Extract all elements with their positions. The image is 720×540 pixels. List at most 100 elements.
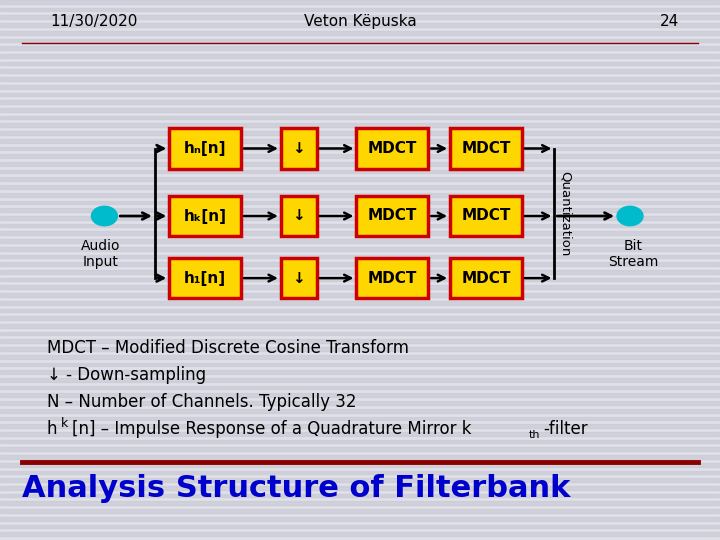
Bar xyxy=(0,247,720,251)
Bar xyxy=(0,92,720,96)
Bar xyxy=(0,370,720,374)
Text: ↓: ↓ xyxy=(292,271,305,286)
Bar xyxy=(0,62,720,65)
Bar xyxy=(0,293,720,297)
Bar xyxy=(0,324,720,328)
FancyBboxPatch shape xyxy=(281,195,317,237)
Text: MDCT: MDCT xyxy=(368,141,417,156)
Bar xyxy=(0,200,720,204)
FancyBboxPatch shape xyxy=(169,258,241,298)
Text: ↓ - Down-sampling: ↓ - Down-sampling xyxy=(47,366,206,384)
Bar xyxy=(0,347,720,351)
Text: MDCT: MDCT xyxy=(462,208,510,224)
Text: hₖ[n]: hₖ[n] xyxy=(184,208,227,224)
Text: 24: 24 xyxy=(660,14,679,29)
Bar xyxy=(0,178,720,181)
Text: Quantization: Quantization xyxy=(559,171,572,256)
Bar xyxy=(0,286,720,289)
Text: Audio
Input: Audio Input xyxy=(81,239,120,269)
Bar xyxy=(0,254,720,258)
Bar xyxy=(0,332,720,335)
Bar xyxy=(0,146,720,150)
Bar xyxy=(0,401,720,405)
Bar xyxy=(0,524,720,528)
FancyBboxPatch shape xyxy=(450,195,522,237)
Bar xyxy=(0,38,720,42)
Bar xyxy=(0,262,720,266)
Bar xyxy=(0,416,720,420)
Text: h₁[n]: h₁[n] xyxy=(184,271,226,286)
Bar xyxy=(0,502,720,505)
FancyBboxPatch shape xyxy=(169,128,241,168)
FancyBboxPatch shape xyxy=(281,128,317,168)
Bar xyxy=(0,8,720,11)
Bar xyxy=(0,440,720,443)
Circle shape xyxy=(617,206,643,226)
Bar xyxy=(0,532,720,536)
Bar xyxy=(0,77,720,81)
Bar xyxy=(0,340,720,343)
Bar xyxy=(0,362,720,366)
Bar xyxy=(0,386,720,389)
Text: MDCT: MDCT xyxy=(368,208,417,224)
FancyBboxPatch shape xyxy=(450,128,522,168)
Bar xyxy=(0,301,720,305)
Bar xyxy=(0,46,720,50)
Bar xyxy=(0,216,720,220)
FancyBboxPatch shape xyxy=(356,258,428,298)
Bar xyxy=(0,517,720,521)
Bar xyxy=(0,308,720,312)
Bar xyxy=(0,0,720,4)
Bar xyxy=(0,23,720,27)
Bar xyxy=(0,239,720,243)
Bar xyxy=(0,108,720,112)
Text: [n] – Impulse Response of a Quadrature Mirror k: [n] – Impulse Response of a Quadrature M… xyxy=(72,420,472,438)
Bar xyxy=(0,54,720,58)
Bar xyxy=(0,494,720,497)
FancyBboxPatch shape xyxy=(356,195,428,237)
Bar xyxy=(0,355,720,359)
FancyBboxPatch shape xyxy=(281,258,317,298)
Bar xyxy=(0,394,720,397)
Bar xyxy=(0,208,720,212)
Text: ↓: ↓ xyxy=(292,208,305,224)
Text: th: th xyxy=(529,430,541,440)
Bar xyxy=(0,162,720,166)
Bar xyxy=(0,378,720,382)
Bar xyxy=(0,116,720,119)
Bar xyxy=(0,278,720,281)
Bar xyxy=(0,316,720,320)
Text: h: h xyxy=(47,420,58,438)
Bar xyxy=(0,100,720,104)
Bar xyxy=(0,193,720,197)
Bar xyxy=(0,16,720,19)
Text: MDCT: MDCT xyxy=(368,271,417,286)
Text: k: k xyxy=(61,417,68,430)
Bar xyxy=(0,424,720,428)
Text: 11/30/2020: 11/30/2020 xyxy=(50,14,138,29)
Text: hₙ[n]: hₙ[n] xyxy=(184,141,227,156)
Bar xyxy=(0,432,720,436)
Text: MDCT: MDCT xyxy=(462,271,510,286)
Bar xyxy=(0,70,720,73)
FancyBboxPatch shape xyxy=(450,258,522,298)
Bar xyxy=(0,31,720,35)
Bar xyxy=(0,232,720,235)
Text: ↓: ↓ xyxy=(292,141,305,156)
Bar xyxy=(0,170,720,173)
Bar xyxy=(0,470,720,474)
Bar xyxy=(0,270,720,274)
Bar xyxy=(0,409,720,413)
Text: Bit
Stream: Bit Stream xyxy=(608,239,659,269)
Bar xyxy=(0,154,720,158)
Text: -filter: -filter xyxy=(544,420,588,438)
Bar xyxy=(0,131,720,135)
Bar xyxy=(0,139,720,143)
Bar xyxy=(0,185,720,189)
Text: N – Number of Channels. Typically 32: N – Number of Channels. Typically 32 xyxy=(47,393,356,411)
FancyBboxPatch shape xyxy=(169,195,241,237)
Bar xyxy=(0,486,720,490)
Bar xyxy=(0,509,720,513)
Bar xyxy=(0,478,720,482)
Text: MDCT – Modified Discrete Cosine Transform: MDCT – Modified Discrete Cosine Transfor… xyxy=(47,339,409,357)
